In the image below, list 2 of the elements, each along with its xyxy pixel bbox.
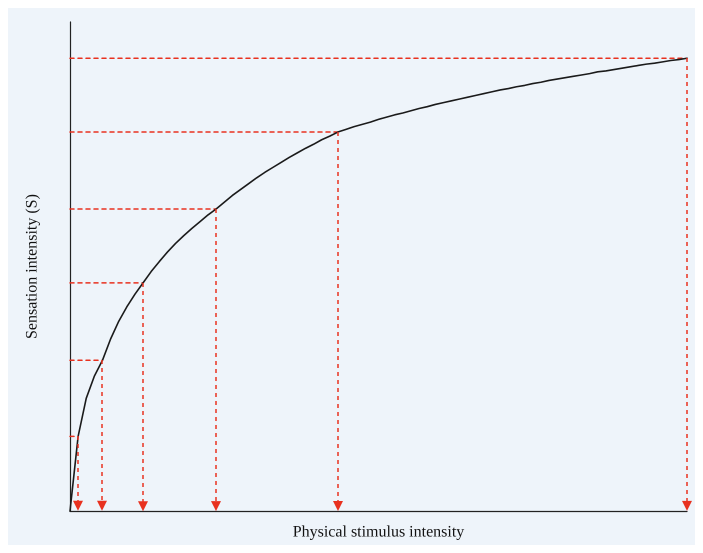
x-axis-title: Physical stimulus intensity xyxy=(292,524,464,540)
y-axis-title: Sensation intensity (S) xyxy=(24,194,40,339)
